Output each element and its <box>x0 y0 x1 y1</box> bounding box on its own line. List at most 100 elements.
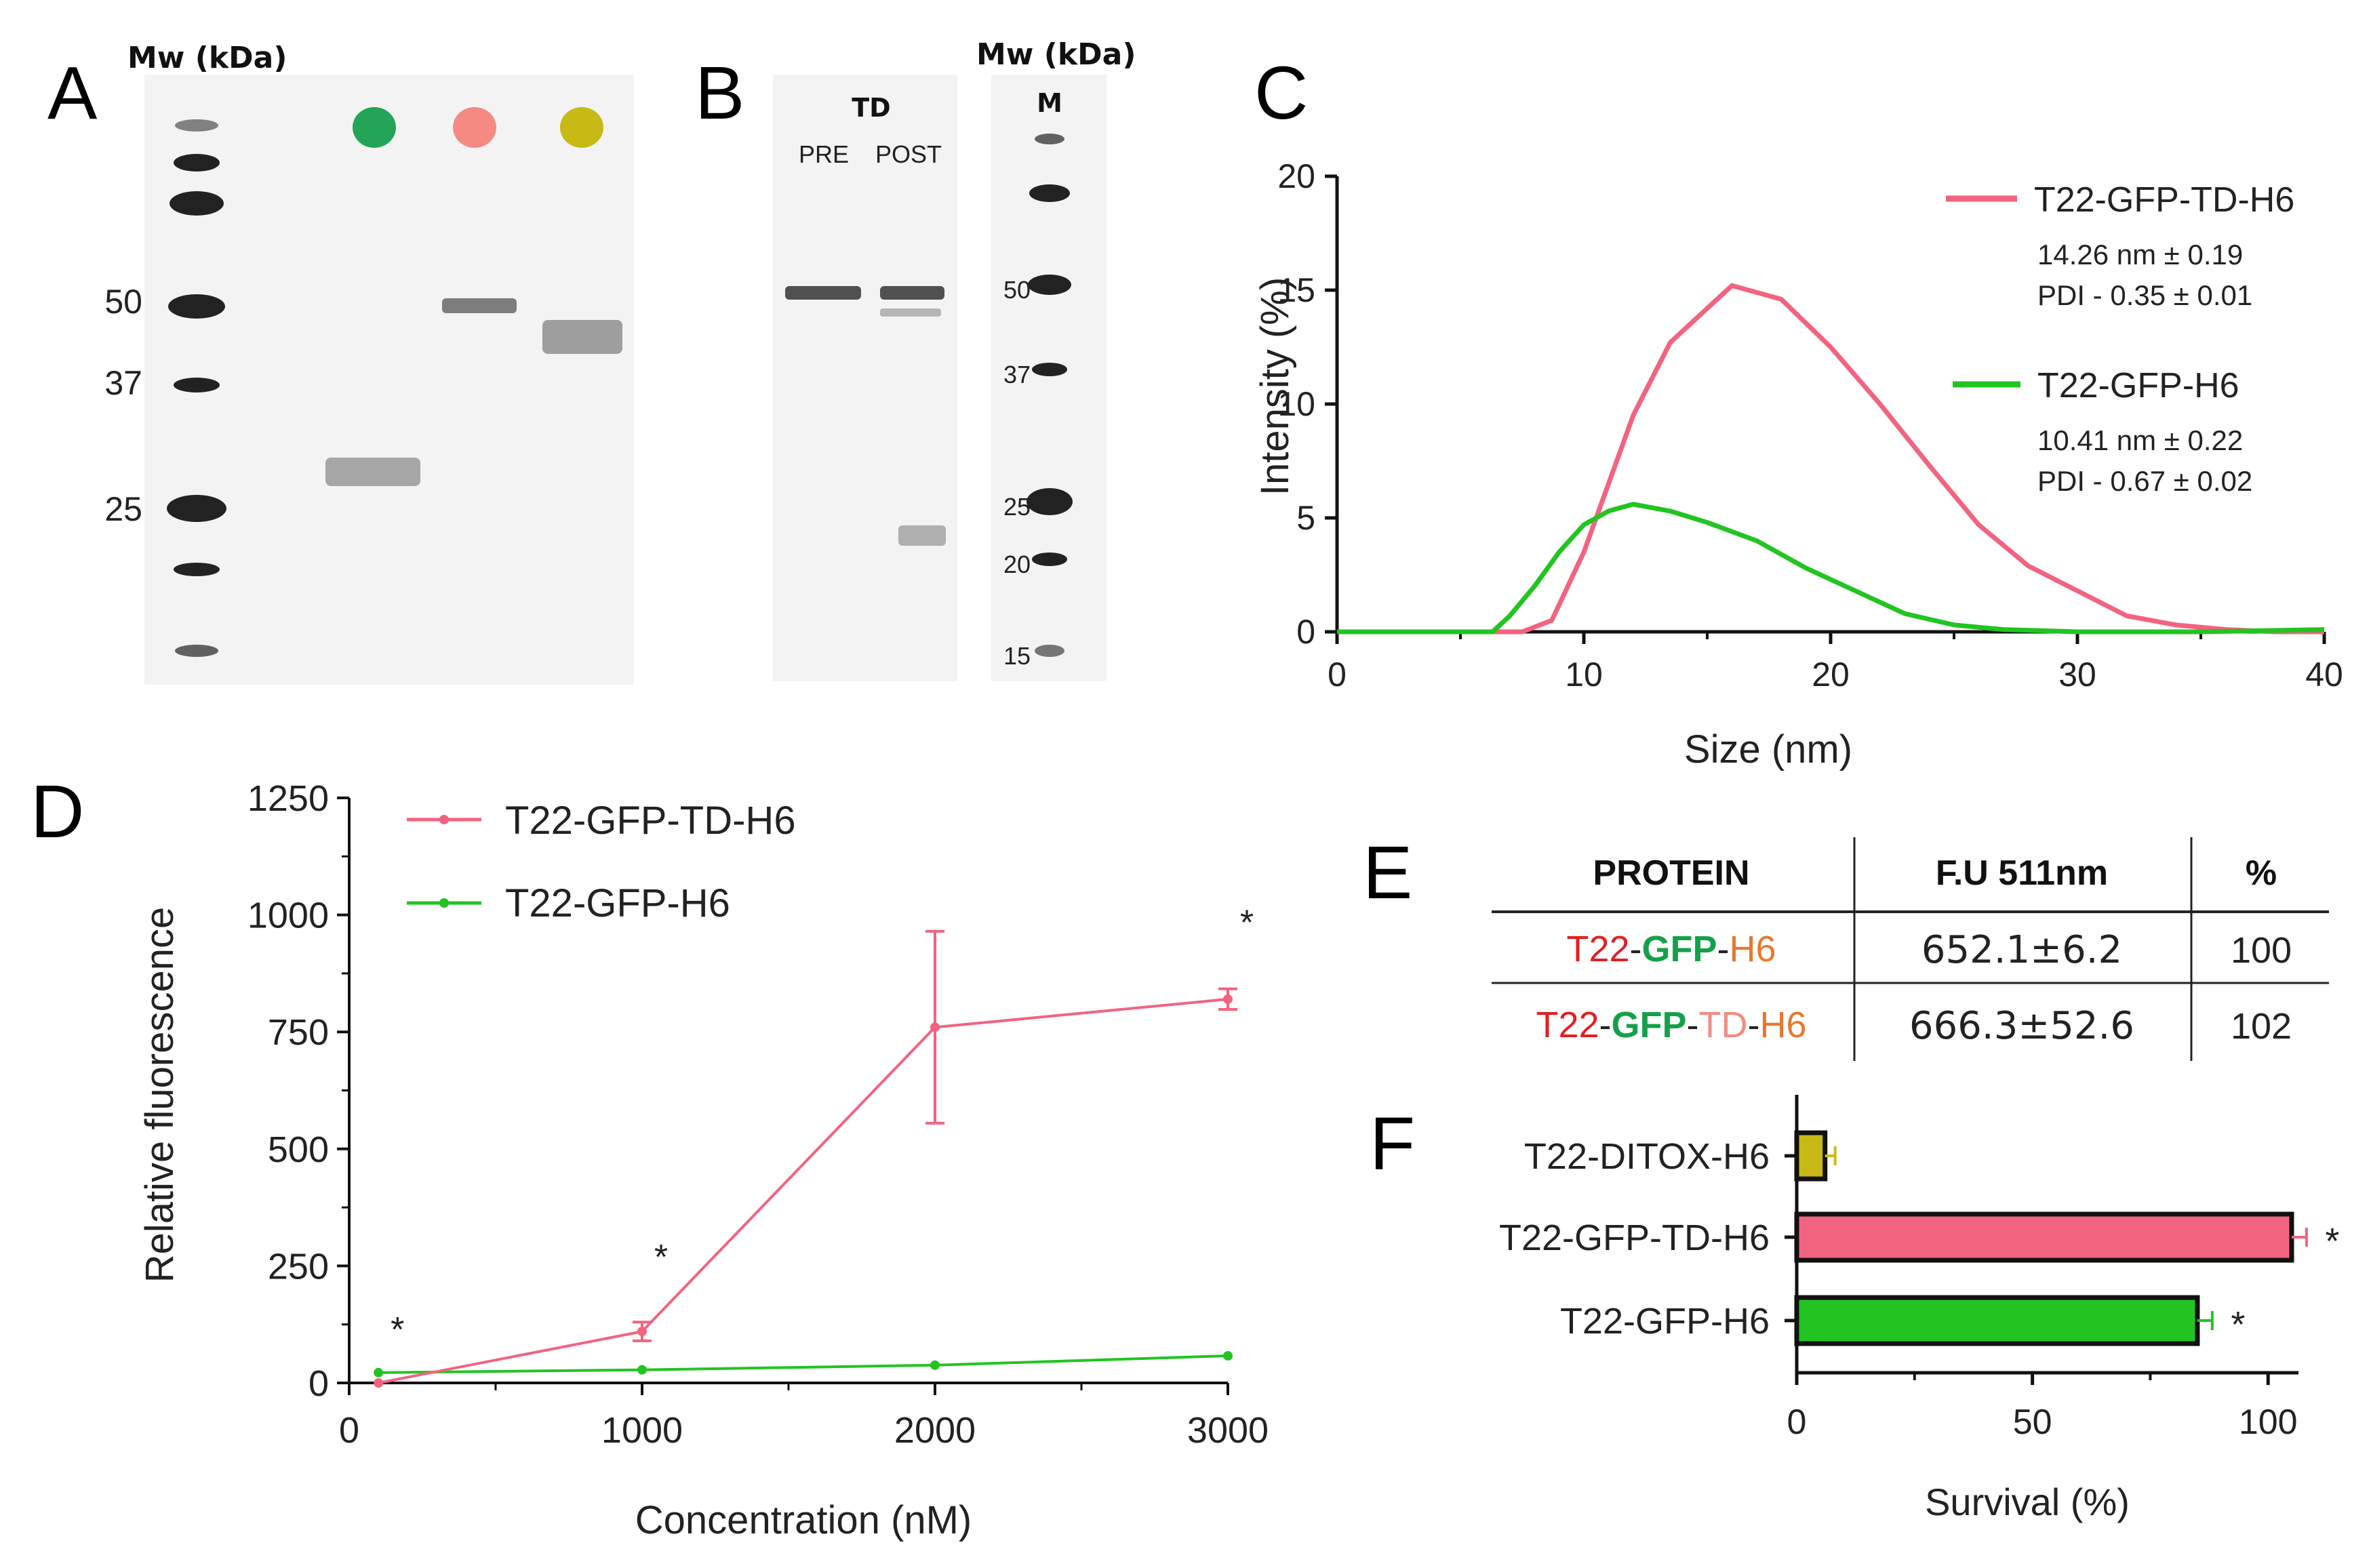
chart-f-bar <box>1794 1211 2294 1263</box>
chart-d-y-tick-label: 0 <box>308 1363 329 1404</box>
table-e-name-segment: T22 <box>1566 929 1629 969</box>
chart-d-x-tick-label: 1000 <box>601 1410 683 1451</box>
chart-d-y-tick-label: 1250 <box>247 778 329 819</box>
chart-f-category-label: T22-GFP-TD-H6 <box>1499 1218 1770 1258</box>
chart-d-series-gfp-point <box>374 1367 384 1378</box>
gel-a-band-gfp-td <box>442 298 517 313</box>
table-e-row-pct: 102 <box>2231 1006 2292 1047</box>
gel-a-marker-50: 50 <box>104 283 142 321</box>
table-e-name-segment: GFP <box>1612 1005 1687 1045</box>
chart-d-series-gfp-point <box>930 1360 940 1370</box>
chart-f-x-tick-label: 100 <box>2239 1403 2298 1442</box>
table-e-header-protein: PROTEIN <box>1593 853 1749 893</box>
gel-b-mw-label: Mw (kDa) <box>976 37 1136 72</box>
chart-d-y-tick-label: 1000 <box>247 896 329 936</box>
table-e-row-pct: 100 <box>2231 930 2292 971</box>
gel-b-marker-15: 15 <box>1003 642 1031 670</box>
chart-f-x-tick-label: 0 <box>1787 1403 1807 1442</box>
table-e: PROTEIN F.U 511nm % T22-GFP-H6 652.1±6.2… <box>1492 837 2329 1061</box>
chart-c-series-gfp-line <box>1337 502 2325 635</box>
chart-d-legend-label-gfp: T22-GFP-H6 <box>505 881 730 925</box>
chart-d-series-td-point <box>374 1378 384 1388</box>
panel-letter-d: D <box>31 770 84 853</box>
chart-f-bar <box>1794 1130 1828 1182</box>
chart-d-series-td-point <box>1223 994 1233 1004</box>
chart-d-x-tick-label: 2000 <box>894 1410 976 1451</box>
chart-c-xlabel: Size (nm) <box>1684 727 1852 771</box>
gel-b-lane-pre: PRE <box>799 140 849 168</box>
table-e-name-segment: - <box>1687 1005 1699 1045</box>
chart-c-y-tick-label: 5 <box>1296 499 1315 537</box>
gel-a-marker-37: 37 <box>104 364 142 402</box>
chart-c-stat-pdi-gfp: PDI - 0.67 ± 0.02 <box>2037 465 2252 497</box>
chart-d-y-tick-label: 500 <box>268 1129 329 1170</box>
chart-c-legend-label-td: T22-GFP-TD-H6 <box>2034 180 2294 220</box>
gel-a-mw-label: Mw (kDa) <box>127 41 287 75</box>
gel-b-marker-background <box>991 75 1107 681</box>
chart-d-ylabel: Relative fluorescence <box>138 907 182 1283</box>
chart-d-significance-mark: * <box>654 1238 668 1277</box>
chart-c-y-tick-label: 15 <box>1277 271 1315 309</box>
gel-b-marker-25: 25 <box>1003 493 1031 521</box>
table-e-header-fu: F.U 511nm <box>1936 853 2108 893</box>
gel-a-background <box>144 75 634 685</box>
chart-c-stat-size-td: 14.26 nm ± 0.19 <box>2037 239 2243 270</box>
chart-f-x-tick-label: 50 <box>2013 1403 2052 1442</box>
gel-a: Mw (kDa) 50 37 25 <box>104 41 634 685</box>
chart-c-x-tick-label: 10 <box>1565 656 1603 693</box>
chart-d-x-tick-label: 0 <box>339 1410 359 1451</box>
chart-c-y-tick-label: 20 <box>1277 157 1315 195</box>
chart-d-legend: T22-GFP-TD-H6 T22-GFP-H6 <box>407 799 796 925</box>
chart-c-series-td-line <box>1337 283 2324 635</box>
table-e-name-segment: TD <box>1699 1005 1748 1045</box>
chart-d-x-tick-label: 3000 <box>1187 1410 1269 1451</box>
gel-b-marker-20: 20 <box>1003 550 1031 578</box>
chart-d-series-gfp-line <box>378 1354 1229 1374</box>
chart-d-series-gfp-point <box>637 1365 647 1375</box>
chart-d-significance-mark: * <box>1240 903 1254 942</box>
chart-c-dls: 0 10 20 30 40 0 5 10 15 20 <box>1277 157 2343 693</box>
table-e-header-pct: % <box>2246 853 2277 893</box>
chart-c-ylabel: Intensity (%) <box>1253 277 1297 496</box>
table-e-name-segment: H6 <box>1730 929 1776 969</box>
gel-b-marker-50: 50 <box>1003 276 1031 304</box>
chart-d-legend-label-td: T22-GFP-TD-H6 <box>505 799 796 843</box>
chart-d-fluorescence: 0 1000 2000 3000 0 250 500 750 1000 1250 * * * <box>247 778 1269 1451</box>
gel-b-title: TD <box>852 93 890 123</box>
gel-a-band-ditox <box>542 320 622 354</box>
gel-b-lane-post: POST <box>875 140 942 168</box>
chart-d-significance-mark: * <box>391 1310 404 1350</box>
gel-a-dot-olive <box>560 107 603 148</box>
chart-f-significance-mark: * <box>2325 1221 2339 1262</box>
chart-f-significance-mark: * <box>2231 1304 2245 1345</box>
chart-c-stat-size-gfp: 10.41 nm ± 0.22 <box>2037 424 2243 456</box>
table-e-name-segment: GFP <box>1642 929 1717 969</box>
chart-f-category-label: T22-DITOX-H6 <box>1524 1136 1770 1177</box>
chart-d-series-gfp-point <box>1223 1350 1233 1361</box>
chart-d-series-td-point <box>637 1327 647 1337</box>
chart-f-bar <box>1794 1295 2200 1346</box>
chart-c-x-tick-label: 0 <box>1328 656 1347 693</box>
chart-c-y-tick-label: 10 <box>1277 385 1315 423</box>
table-e-name-segment: - <box>1630 929 1642 969</box>
panel-letter-a: A <box>47 52 98 135</box>
chart-d-series-td-line <box>378 997 1229 1384</box>
chart-c-x-tick-label: 30 <box>2058 656 2096 693</box>
chart-f-survival: 0 50 100 T22-DITOX-H6 T22-GFP-TD-H6 * T22-GFP-… <box>1499 1095 2339 1442</box>
chart-c-x-tick-label: 40 <box>2305 656 2343 693</box>
panel-letter-e: E <box>1363 831 1412 914</box>
chart-d-legend-marker-gfp <box>439 898 449 908</box>
chart-c-legend: T22-GFP-TD-H6 14.26 nm ± 0.19 PDI - 0.35… <box>1946 180 2294 497</box>
gel-b: Mw (kDa) TD PRE POST M 50 37 25 20 15 <box>773 37 1136 681</box>
table-e-name-segment: T22 <box>1536 1005 1599 1045</box>
table-e-row-fu: 666.3±52.6 <box>1909 1004 2134 1048</box>
table-e-row-protein: T22-GFP-H6 <box>1566 929 1776 969</box>
chart-d-y-tick-label: 250 <box>268 1246 329 1287</box>
panel-letter-f: F <box>1370 1102 1415 1186</box>
gel-a-band-gfp <box>325 458 420 486</box>
table-e-row-fu: 652.1±6.2 <box>1921 928 2122 972</box>
chart-d-xlabel: Concentration (nM) <box>635 1498 972 1542</box>
table-e-name-segment: - <box>1717 929 1730 969</box>
chart-d-series-td-point <box>930 1022 940 1032</box>
